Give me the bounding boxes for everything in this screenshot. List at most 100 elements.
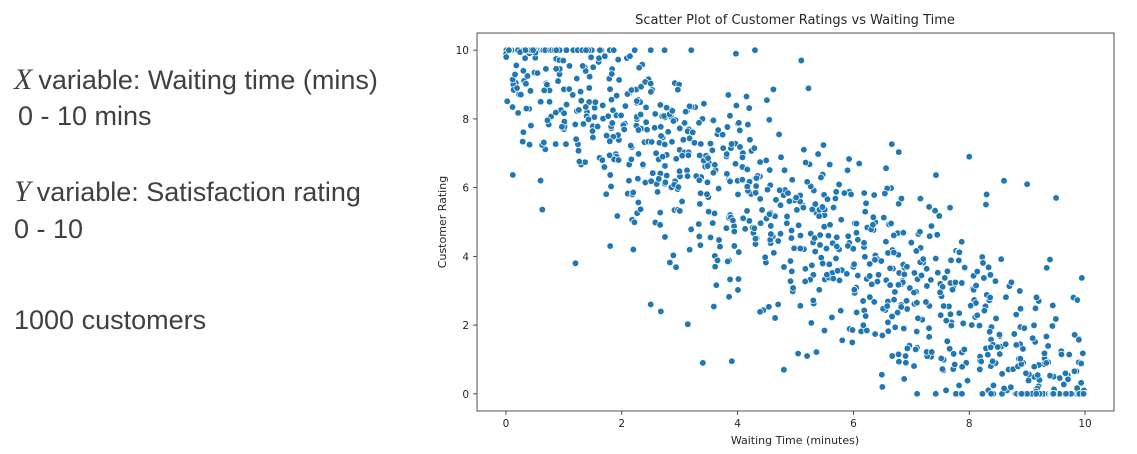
scatter-point bbox=[947, 256, 955, 264]
scatter-point bbox=[912, 345, 920, 354]
scatter-point bbox=[625, 177, 633, 185]
scatter-point bbox=[800, 146, 808, 154]
scatter-point bbox=[695, 232, 703, 241]
scatter-point bbox=[599, 101, 607, 110]
scatter-point bbox=[573, 74, 581, 83]
scatter-point bbox=[526, 87, 535, 95]
scatter-point bbox=[869, 221, 877, 229]
scatter-point bbox=[514, 109, 522, 117]
scatter-point bbox=[716, 243, 724, 251]
scatter-point bbox=[943, 337, 951, 345]
x-tick-label: 0 bbox=[503, 418, 510, 430]
scatter-point bbox=[543, 80, 551, 89]
scatter-point bbox=[899, 228, 907, 237]
scatter-point bbox=[685, 134, 694, 143]
scatter-point bbox=[946, 310, 955, 318]
scatter-point bbox=[965, 153, 973, 161]
scatter-point bbox=[576, 87, 585, 96]
scatter-point bbox=[744, 120, 752, 129]
scatter-point bbox=[803, 352, 811, 360]
scatter-point bbox=[696, 200, 704, 208]
scatter-point bbox=[826, 160, 834, 169]
scatter-point bbox=[523, 72, 532, 80]
scatter-point bbox=[947, 321, 955, 330]
scatter-point bbox=[736, 126, 744, 135]
plot-area-frame bbox=[476, 32, 1115, 412]
scatter-point bbox=[811, 247, 819, 256]
scatter-point bbox=[807, 229, 815, 238]
scatter-point bbox=[724, 91, 733, 99]
scatter-point bbox=[738, 153, 747, 162]
scatter-point bbox=[536, 176, 545, 185]
scatter-point bbox=[786, 277, 795, 285]
scatter-point bbox=[982, 190, 991, 199]
scatter-point bbox=[672, 263, 680, 271]
scatter-point bbox=[735, 248, 743, 256]
scatter-point bbox=[562, 100, 571, 109]
scatter-point bbox=[1029, 334, 1037, 342]
scatter-point bbox=[860, 189, 868, 197]
scatter-point bbox=[1046, 255, 1054, 264]
scatter-point bbox=[695, 176, 703, 184]
scatter-point bbox=[653, 188, 662, 196]
scatter-point bbox=[776, 186, 784, 194]
scatter-point bbox=[991, 277, 1000, 285]
scatter-point bbox=[955, 256, 963, 265]
scatter-point bbox=[1016, 355, 1024, 363]
scatter-point bbox=[916, 228, 924, 236]
scatter-point bbox=[982, 200, 990, 209]
scatter-point bbox=[729, 216, 737, 225]
scatter-point bbox=[540, 138, 548, 147]
scatter-point bbox=[540, 86, 548, 95]
scatter-point bbox=[631, 46, 639, 54]
scatter-point bbox=[608, 70, 616, 78]
scatter-point bbox=[1032, 390, 1040, 398]
scatter-point bbox=[913, 327, 921, 336]
scatter-point bbox=[652, 149, 660, 157]
scatter-point bbox=[860, 239, 868, 247]
scatter-point bbox=[992, 314, 1000, 323]
scatter-point bbox=[837, 307, 845, 315]
scatter-point bbox=[676, 124, 684, 133]
scatter-point bbox=[907, 238, 915, 247]
scatter-point bbox=[780, 366, 788, 374]
scatter-point bbox=[642, 103, 650, 112]
scatter-point bbox=[627, 141, 635, 150]
scatter-point bbox=[732, 50, 740, 58]
y-symbol: Y bbox=[14, 175, 31, 208]
scatter-point bbox=[774, 300, 782, 309]
scatter-point bbox=[636, 110, 645, 119]
scatter-point bbox=[1018, 390, 1026, 398]
scatter-point bbox=[987, 343, 995, 351]
scatter-point bbox=[832, 254, 840, 263]
scatter-point bbox=[814, 150, 822, 158]
scatter-point bbox=[994, 343, 1002, 351]
scatter-point bbox=[634, 150, 643, 158]
scatter-point bbox=[642, 118, 650, 126]
scatter-point bbox=[933, 231, 941, 239]
scatter-point bbox=[938, 365, 947, 373]
scatter-point bbox=[788, 176, 796, 184]
scatter-point bbox=[943, 267, 952, 276]
x-tick-label: 6 bbox=[850, 418, 857, 430]
scatter-point bbox=[1012, 341, 1020, 349]
scatter-point bbox=[613, 212, 621, 220]
scatter-point bbox=[1046, 372, 1054, 380]
scatter-point bbox=[967, 302, 975, 310]
scatter-point bbox=[743, 182, 751, 191]
scatter-point bbox=[900, 324, 908, 333]
scatter-point bbox=[948, 286, 957, 294]
scatter-point bbox=[945, 345, 954, 353]
scatter-point bbox=[973, 267, 981, 276]
scatter-point bbox=[726, 112, 734, 120]
x-tick-label: 10 bbox=[1078, 418, 1091, 430]
scatter-point bbox=[641, 178, 649, 187]
scatter-point bbox=[1042, 359, 1050, 367]
scatter-point bbox=[738, 176, 747, 184]
scatter-point bbox=[847, 190, 855, 198]
scatter-point bbox=[925, 203, 933, 211]
scatter-point bbox=[651, 124, 659, 132]
scatter-point bbox=[683, 172, 692, 180]
scatter-point bbox=[979, 259, 987, 267]
scatter-point bbox=[913, 390, 921, 398]
